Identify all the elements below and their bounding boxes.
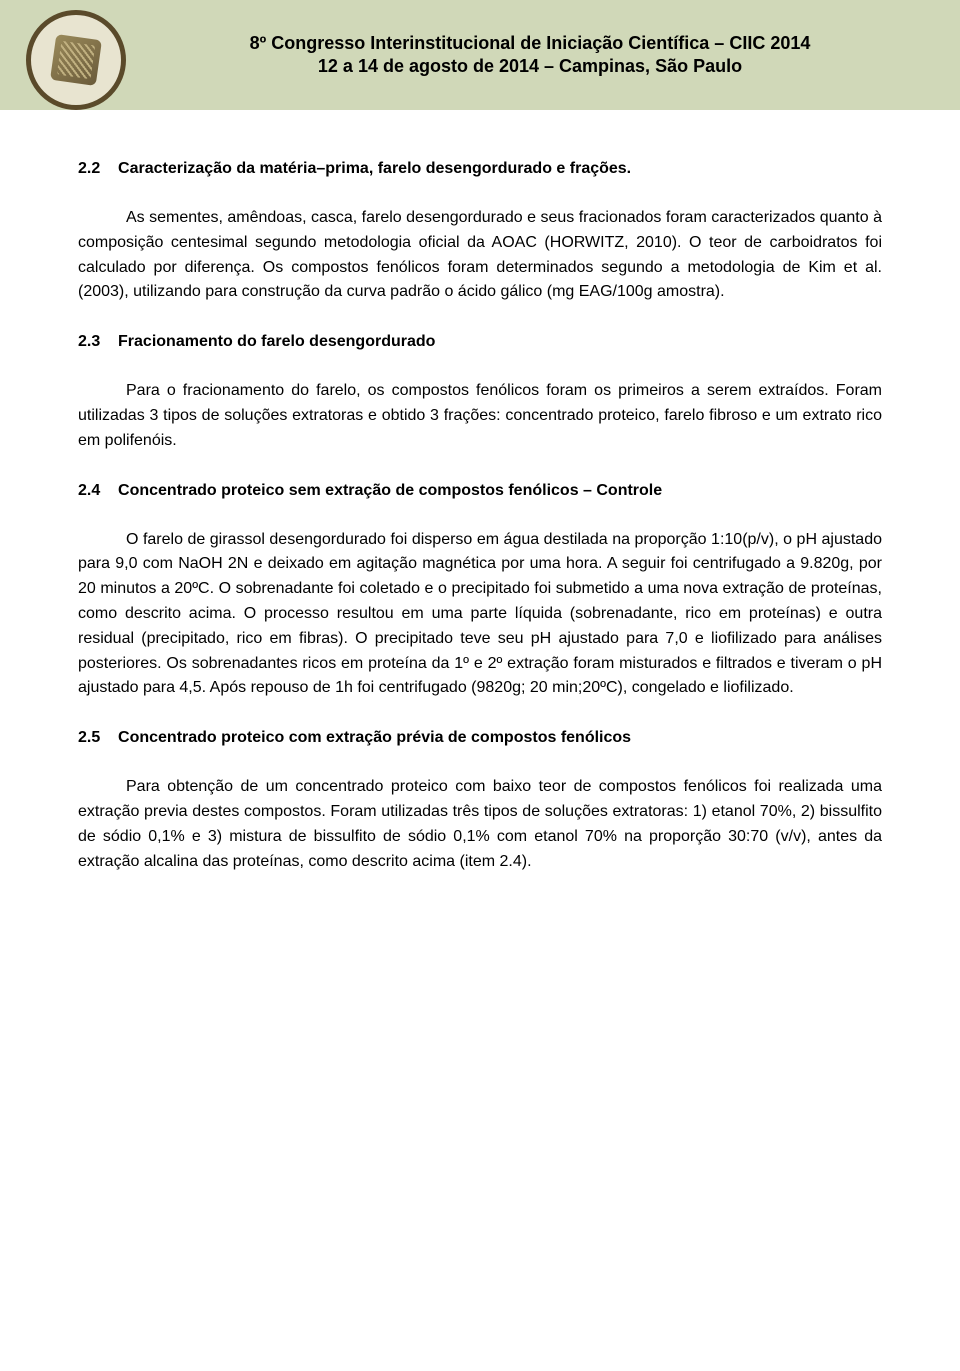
- section-title: Caracterização da matéria–prima, farelo …: [118, 160, 631, 177]
- header-band: 8º Congresso Interinstitucional de Inici…: [0, 0, 960, 110]
- section-number: 2.4: [78, 482, 100, 499]
- paragraph: As sementes, amêndoas, casca, farelo des…: [78, 206, 882, 305]
- section-number: 2.2: [78, 160, 100, 177]
- header-title-line2: 12 a 14 de agosto de 2014 – Campinas, Sã…: [318, 55, 742, 78]
- section-number: 2.3: [78, 333, 100, 350]
- section-heading-2-5: 2.5 Concentrado proteico com extração pr…: [78, 729, 882, 747]
- section-heading-2-4: 2.4 Concentrado proteico sem extração de…: [78, 482, 882, 500]
- section-title: Concentrado proteico sem extração de com…: [118, 482, 662, 499]
- section-number: 2.5: [78, 729, 100, 746]
- paragraph: Para obtenção de um concentrado proteico…: [78, 775, 882, 874]
- section-title: Concentrado proteico com extração prévia…: [118, 729, 631, 746]
- section-heading-2-2: 2.2 Caracterização da matéria–prima, far…: [78, 160, 882, 178]
- logo-wrap: [22, 6, 130, 114]
- section-title: Fracionamento do farelo desengordurado: [118, 333, 435, 350]
- page-body: 2.2 Caracterização da matéria–prima, far…: [0, 110, 960, 952]
- section-heading-2-3: 2.3 Fracionamento do farelo desengordura…: [78, 333, 882, 351]
- logo-inner-icon: [50, 34, 102, 86]
- paragraph: O farelo de girassol desengordurado foi …: [78, 528, 882, 702]
- header-title-line1: 8º Congresso Interinstitucional de Inici…: [250, 32, 811, 55]
- congress-logo-icon: [26, 10, 126, 110]
- paragraph: Para o fracionamento do farelo, os compo…: [78, 379, 882, 453]
